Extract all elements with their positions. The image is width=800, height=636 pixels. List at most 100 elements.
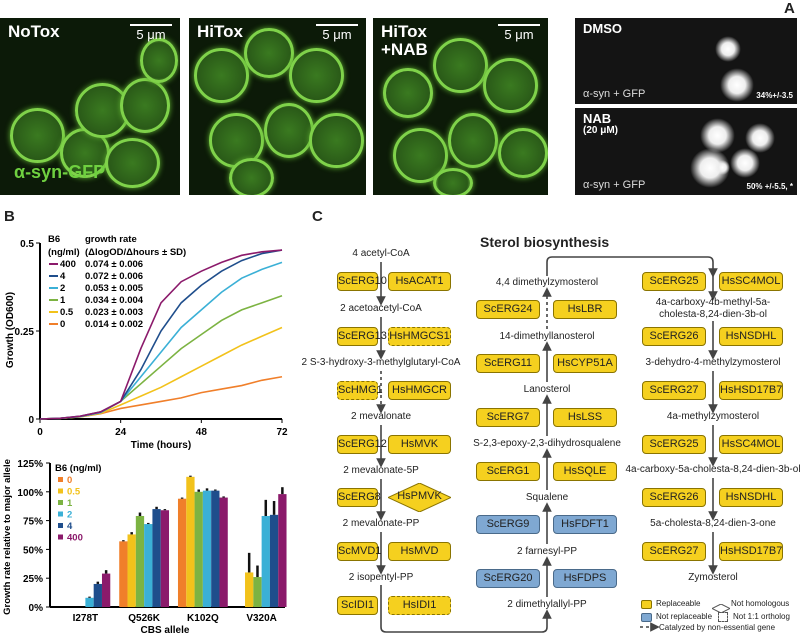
diamond-icon <box>710 600 732 614</box>
metabolite: 5a-cholesta-8,24-dien-3-one <box>650 518 776 529</box>
scale-bar-label: 5 μm <box>136 27 166 42</box>
micrograph-3: HiTox +NAB 5 μm <box>373 18 548 195</box>
legend-rate: 0.074 ± 0.006 <box>85 259 143 270</box>
hs-enzyme-box: HsIDI1 <box>388 596 451 615</box>
sc-enzyme-box: ScERG8 <box>337 488 381 507</box>
bar-I278T-400 <box>101 573 111 607</box>
sc-enzyme-box: ScERG13 <box>337 327 387 346</box>
sc-enzyme-box: ScIDI1 <box>337 596 378 615</box>
y-tick-label: 50% <box>23 545 43 556</box>
hs-enzyme-box: HsPMVK <box>388 483 451 512</box>
yeast-cell <box>10 108 65 163</box>
neuron-title-text: NAB <box>583 111 612 126</box>
hs-enzyme-box: HsHSD17B7 <box>719 381 783 400</box>
panel-b-label: B <box>4 208 15 225</box>
bar-I278T-4 <box>93 583 102 607</box>
metabolite: 4a-methylzymosterol <box>666 411 760 422</box>
metabolite: 3-dehydro-4-methylzymosterol <box>645 357 781 368</box>
x-tick-label: 0 <box>37 427 43 438</box>
legend-label: 0.5 <box>60 307 74 318</box>
bar-K102Q-0 <box>177 498 187 607</box>
metabolite: 2 S-3-hydroxy-3-methylglutaryl-CoA <box>301 357 461 368</box>
hs-enzyme-box: HsSC4MOL <box>719 272 783 291</box>
sc-enzyme-box: ScERG20 <box>476 569 540 588</box>
hs-enzyme-box: HsFDFT1 <box>553 515 617 534</box>
sc-enzyme-box: ScERG26 <box>642 488 706 507</box>
neuron-caption: α-syn + GFP <box>583 179 646 191</box>
sc-enzyme-box: ScERG1 <box>476 462 540 481</box>
legend-header: (ng/ml) <box>48 247 80 258</box>
y-tick-label: 0% <box>29 603 44 614</box>
legend-replaceable-swatch <box>641 600 652 609</box>
x-axis-label: CBS allele <box>141 625 190 636</box>
sc-enzyme-box: ScMVD1 <box>337 542 381 561</box>
neuron-soma <box>700 118 735 153</box>
sc-enzyme-box: ScERG26 <box>642 327 706 346</box>
legend-rate: 0.053 ± 0.005 <box>85 283 144 294</box>
micrograph-title: NoTox <box>8 22 60 41</box>
metabolite: 4a-carboxy-4b-methyl-5a- cholesta-8,24-d… <box>655 297 771 320</box>
hs-enzyme-box: HsHSD17B7 <box>719 542 783 561</box>
neuron-soma <box>730 148 760 178</box>
bar-Q526K-0 <box>119 541 128 607</box>
hs-enzyme-box: HsHMGCR <box>388 381 451 400</box>
neuron-subtitle: (20 μM) <box>583 125 619 136</box>
pathway-title: Sterol biosynthesis <box>480 234 610 250</box>
metabolite: 2 mevalonate-5P <box>343 465 419 476</box>
legend-label: 400 <box>60 259 76 270</box>
legend-label: 400 <box>67 533 83 544</box>
legend-swatch <box>58 488 63 494</box>
bar-I278T-2 <box>85 597 94 607</box>
sc-enzyme-box: ScHMG1 <box>337 381 383 400</box>
micrograph-title: HiTox <box>197 22 243 41</box>
legend-not-replaceable: Not replaceable <box>656 612 713 621</box>
yeast-cell <box>448 113 498 168</box>
legend-label: 0 <box>67 475 72 486</box>
micrograph-title: HiTox +NAB <box>381 22 428 59</box>
sc-enzyme-box: ScERG27 <box>642 542 706 561</box>
y-tick-label: 100% <box>17 488 43 499</box>
y-tick-label: 25% <box>23 574 43 585</box>
neuron-soma <box>715 36 741 62</box>
metabolite: 14-dimethyllanosterol <box>499 331 595 342</box>
bar-Q526K-1 <box>135 515 145 607</box>
metabolite: 2 farnesyl-PP <box>516 546 578 557</box>
legend-label: 2 <box>60 283 65 294</box>
legend-rate: 0.072 ± 0.006 <box>85 271 143 282</box>
neuron-soma <box>715 160 730 175</box>
hs-enzyme-box: HsHMGCS1 <box>388 327 451 346</box>
hs-enzyme-box: HsSQLE <box>553 462 617 481</box>
legend-swatch <box>58 523 63 528</box>
legend-rate: 0.023 ± 0.003 <box>85 307 143 318</box>
micrograph-caption: α-syn-GFP <box>14 162 106 182</box>
legend-swatch <box>58 534 63 540</box>
scale-bar: 5 μm <box>316 24 358 42</box>
metabolite: 4,4 dimethylzymosterol <box>495 277 599 288</box>
yeast-cell <box>120 78 170 133</box>
yeast-cell <box>229 158 274 195</box>
legend-swatch <box>58 511 63 517</box>
metabolite: Lanosterol <box>523 384 571 395</box>
bar-K102Q-400 <box>219 497 228 607</box>
legend-label: 4 <box>67 521 73 532</box>
sc-enzyme-box: ScERG7 <box>476 408 540 427</box>
sc-enzyme-box: ScERG10 <box>337 272 387 291</box>
sc-enzyme-box: ScERG27 <box>642 381 706 400</box>
neuron-caption: α-syn + GFP <box>583 88 646 100</box>
neuron-soma <box>720 68 754 102</box>
legend-swatch <box>58 477 63 482</box>
legend-label: 0.5 <box>67 487 81 498</box>
hs-enzyme-box: HsLSS <box>553 408 617 427</box>
yeast-cell <box>289 48 344 103</box>
hs-enzyme-box: HsMVK <box>388 435 451 454</box>
x-tick-label: 48 <box>196 427 208 438</box>
growth-rate-bar-chart: 0% 25% 50% 75% 100% 125% I278T Q526K K102Q V320A C… <box>2 459 287 636</box>
legend-rate: 0.034 ± 0.004 <box>85 295 144 306</box>
micrograph-1: NoTox 5 μm α-syn-GFP <box>0 18 180 195</box>
hs-enzyme-box: HsNSDHL <box>719 327 783 346</box>
scale-bar: 5 μm <box>130 24 172 42</box>
bar-K102Q-0.5 <box>186 476 195 607</box>
y-tick-label: 0 <box>28 415 34 426</box>
panel-c-label: C <box>312 208 323 225</box>
metabolite: 2 dimethylallyl-PP <box>507 599 587 610</box>
